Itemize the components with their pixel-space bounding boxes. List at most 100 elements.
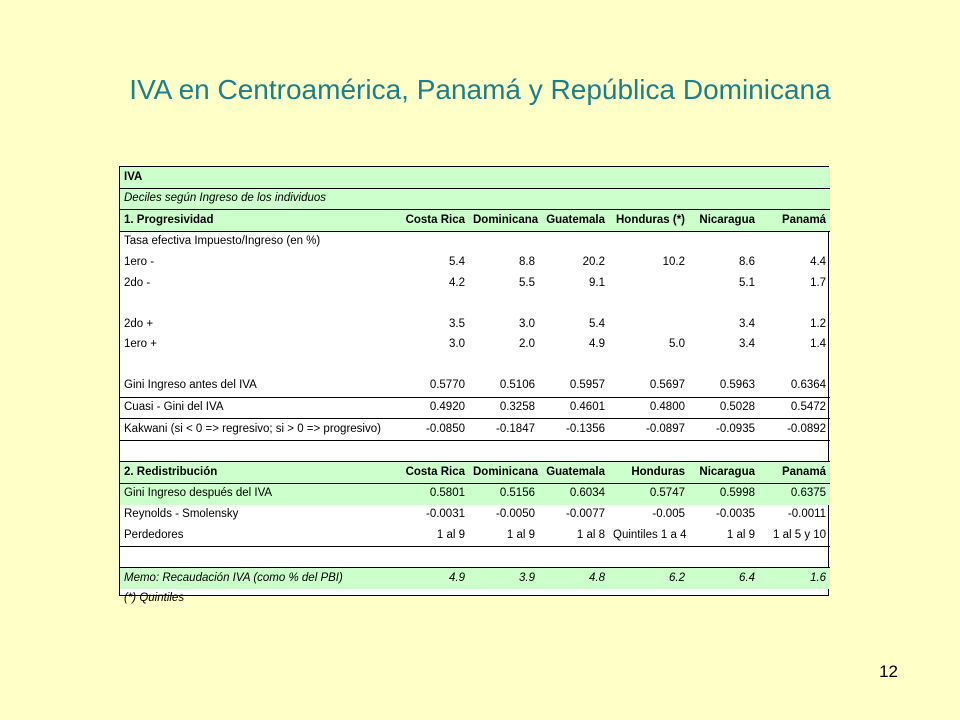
- table-cell: 2.0: [519, 338, 535, 351]
- progresividad-header-row: 1. Progresividad Costa Rica Dominicana G…: [120, 209, 831, 232]
- redistribucion-header-row: 2. Redistribución Costa Rica Dominicana …: [120, 461, 831, 484]
- column-header: Honduras: [609, 461, 689, 484]
- table-cell: -0.0050: [495, 508, 535, 521]
- table-cell: 0.5963: [689, 375, 759, 398]
- table-body: IVA Deciles según Ingreso de los individ…: [120, 167, 831, 610]
- table-row: 1ero + 3.0 2.0 4.9 5.0 3.4 1.4: [120, 335, 830, 356]
- table-cell: 1 al 8: [539, 525, 609, 547]
- table-cell: 1 al 9: [469, 525, 539, 547]
- spacer-row: [120, 546, 830, 568]
- iva-table: IVA Deciles según Ingreso de los individ…: [119, 166, 831, 604]
- table-cell: 9.1: [589, 276, 605, 289]
- table-cell: -0.0077: [565, 508, 605, 521]
- slide-title: IVA en Centroamérica, Panamá y República…: [129, 74, 831, 105]
- table-cell: 0.4920: [399, 397, 469, 420]
- row-label: 2do +: [124, 317, 154, 330]
- table-cell: 0.6375: [759, 482, 831, 505]
- table-cell: [609, 314, 689, 335]
- table-cell: -0.0035: [715, 508, 755, 521]
- table-cell: 5.5: [519, 276, 535, 289]
- table-cell: 1.6: [759, 567, 831, 589]
- memo-row: Memo: Recaudación IVA (como % del PBI) 4…: [120, 567, 831, 589]
- row-label: 2do -: [124, 276, 151, 289]
- table-cell: 3.4: [739, 317, 755, 330]
- row-label: Perdedores: [120, 525, 399, 547]
- row-label: 1ero +: [124, 338, 157, 351]
- table-cell: 4.9: [589, 338, 605, 351]
- table-cell: 4.9: [399, 567, 469, 589]
- row-label: 1ero -: [124, 255, 155, 268]
- section-subtitle: Deciles según Ingreso de los individuos: [120, 187, 831, 210]
- table-cell: -0.0897: [609, 418, 689, 441]
- memo-label: Memo: Recaudación IVA (como % del PBI): [120, 567, 399, 589]
- table-row: Tasa efectiva Impuesto/Ingreso (en %): [120, 230, 831, 253]
- table-cell: 0.5106: [469, 375, 539, 398]
- table-cell: 1 al 9: [399, 525, 469, 547]
- column-header: Honduras (*): [609, 209, 689, 232]
- table-row: 2do + 3.5 3.0 5.4 3.4 1.2: [120, 314, 830, 335]
- table-row: Perdedores 1 al 9 1 al 9 1 al 8 Quintile…: [120, 525, 831, 547]
- table-cell: 3.5: [449, 317, 465, 330]
- table-cell: 5.0: [669, 338, 685, 351]
- table-cell: -0.0031: [425, 508, 465, 521]
- table-cell: -0.1847: [469, 418, 539, 441]
- table-cell: 3.0: [519, 317, 535, 330]
- table-cell: 5.4: [589, 317, 605, 330]
- table-cell: -0.1356: [539, 418, 609, 441]
- rate-label: Tasa efectiva Impuesto/Ingreso (en %): [120, 230, 831, 253]
- table-row: Kakwani (si < 0 => regresivo; si > 0 => …: [120, 418, 831, 441]
- redistribucion-heading: 2. Redistribución: [120, 461, 399, 484]
- table-cell: 0.4800: [609, 397, 689, 420]
- table-row: 1ero - 5.4 8.8 20.2 10.2 8.6 4.4: [120, 252, 830, 273]
- table-cell: 3.0: [449, 338, 465, 351]
- table-cell: 0.5697: [609, 375, 689, 398]
- table-cell: 4.2: [449, 276, 465, 289]
- table-cell: 8.8: [519, 255, 535, 268]
- table-subtitle-row: Deciles según Ingreso de los individuos: [120, 187, 831, 210]
- spacer-row: [120, 294, 830, 315]
- spacer-row: [120, 440, 830, 462]
- table-cell: -0.0850: [399, 418, 469, 441]
- table-section-title-row: IVA: [120, 167, 831, 189]
- table-cell: 0.3258: [469, 397, 539, 420]
- column-header: Costa Rica: [399, 461, 469, 484]
- table-row: Gini Ingreso después del IVA 0.5801 0.51…: [120, 482, 831, 505]
- table-cell: 4.8: [539, 567, 609, 589]
- row-label: Kakwani (si < 0 => regresivo; si > 0 => …: [120, 418, 399, 441]
- table-cell: 10.2: [662, 255, 685, 268]
- table-cell: 0.5028: [689, 397, 759, 420]
- column-header: Nicaragua: [689, 461, 759, 484]
- row-label: Gini Ingreso antes del IVA: [120, 375, 399, 398]
- column-header: Guatemala: [539, 209, 609, 232]
- table-cell: 1 al 9: [689, 525, 759, 547]
- row-label: Cuasi - Gini del IVA: [120, 397, 399, 420]
- table-cell: 5.1: [739, 276, 755, 289]
- table-cell: -0.0892: [759, 418, 831, 441]
- column-header: Nicaragua: [689, 209, 759, 232]
- row-label: Gini Ingreso después del IVA: [120, 482, 399, 505]
- column-header: Guatemala: [539, 461, 609, 484]
- table-cell: 6.4: [689, 567, 759, 589]
- table-row: Cuasi - Gini del IVA 0.4920 0.3258 0.460…: [120, 397, 831, 420]
- column-header: Panamá: [759, 209, 831, 232]
- footnote-row: (*) Quintiles: [120, 589, 830, 610]
- progresividad-heading: 1. Progresividad: [120, 209, 399, 232]
- table-cell: 8.6: [739, 255, 755, 268]
- table-row: Gini Ingreso antes del IVA 0.5770 0.5106…: [120, 375, 831, 398]
- column-header: Costa Rica: [399, 209, 469, 232]
- table-row: Reynolds - Smolensky -0.0031 -0.0050 -0.…: [120, 505, 830, 526]
- table-cell: Quintiles 1 a 4: [609, 525, 689, 547]
- table-cell: 1 al 5 y 10: [759, 525, 831, 547]
- table-cell: 5.4: [449, 255, 465, 268]
- table-cell: 0.5156: [469, 482, 539, 505]
- column-header: Dominicana: [469, 461, 539, 484]
- column-header: Panamá: [759, 461, 831, 484]
- table-cell: 0.6364: [759, 375, 831, 398]
- table-cell: 0.5747: [609, 482, 689, 505]
- page-number: 12: [879, 662, 898, 681]
- column-header: Dominicana: [469, 209, 539, 232]
- table-cell: [609, 273, 689, 294]
- table-cell: -0.0935: [689, 418, 759, 441]
- table-cell: 4.4: [810, 255, 827, 268]
- table-cell: 1.4: [810, 338, 827, 351]
